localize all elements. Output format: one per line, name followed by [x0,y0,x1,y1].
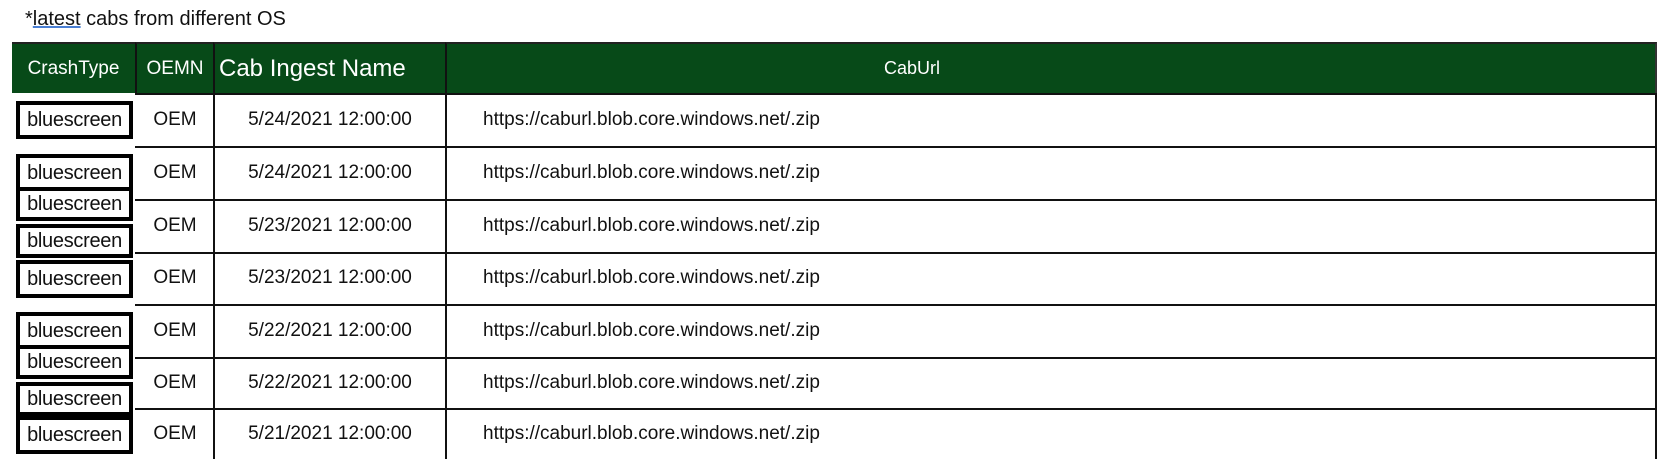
row-divider [135,408,1657,410]
cab-ingest-name-cell: 5/22/2021 12:00:00 [248,371,412,393]
column-divider [445,93,447,459]
header-crash-type-label: CrashType [27,57,120,79]
header-cab-url: CabUrl [445,42,1657,93]
cab-url-cell: https://caburl.blob.core.windows.net/.zi… [483,422,820,444]
header-cab-url-label: CabUrl [884,58,941,78]
oemn-cell: OEM [153,371,197,393]
oemn-cell: OEM [153,422,197,444]
caption-prefix: * [25,8,33,30]
crash-type-box: bluescreen [16,224,133,258]
row-divider [135,146,1657,148]
cab-url-cell: https://caburl.blob.core.windows.net/.zi… [483,214,820,236]
cab-url-cell: https://caburl.blob.core.windows.net/.zi… [483,371,820,393]
header-bottom-border [135,93,1657,95]
cab-ingest-name-cell: 5/21/2021 12:00:00 [248,422,412,444]
oemn-cell: OEM [153,161,197,183]
crash-type-box: bluescreen [16,187,133,221]
cab-url-cell: https://caburl.blob.core.windows.net/.zi… [483,267,820,288]
caption-underlined-word: latest [32,8,81,30]
header-cab-ingest-name-label: Cab Ingest Name [219,54,406,82]
cab-ingest-name-cell: 5/22/2021 12:00:00 [248,319,412,341]
header-oemn: OEMN [135,42,213,93]
caption-rest: cabs from different OS [80,8,286,30]
crash-type-box: bluescreen [16,416,133,454]
cab-ingest-name-cell: 5/23/2021 12:00:00 [248,214,412,236]
row-divider [135,357,1657,359]
cab-ingest-name-cell: 5/24/2021 12:00:00 [248,108,412,130]
oemn-cell: OEM [153,108,197,130]
cab-url-cell: https://caburl.blob.core.windows.net/.zi… [483,108,820,130]
oemn-cell: OEM [153,319,197,341]
crash-type-box: bluescreen [16,154,133,192]
row-divider [135,304,1657,306]
column-divider [213,93,215,459]
oemn-cell: OEM [153,214,197,236]
crash-type-box: bluescreen [16,382,133,416]
row-divider [135,199,1657,201]
column-divider [1655,93,1657,459]
oemn-cell: OEM [153,267,197,288]
header-crash-type: CrashType [12,42,135,93]
header-cab-ingest-name: Cab Ingest Name [213,42,445,93]
header-oemn-label: OEMN [146,57,204,79]
crash-type-box: bluescreen [16,101,133,139]
crash-type-box: bluescreen [16,345,133,379]
cab-ingest-name-cell: 5/23/2021 12:00:00 [248,267,412,288]
crash-type-box: bluescreen [16,260,133,298]
cab-url-cell: https://caburl.blob.core.windows.net/.zi… [483,161,820,183]
row-divider [135,252,1657,254]
cab-url-cell: https://caburl.blob.core.windows.net/.zi… [483,319,820,341]
table-caption: *latest cabs from different OS [25,8,286,31]
cab-ingest-name-cell: 5/24/2021 12:00:00 [248,161,412,183]
